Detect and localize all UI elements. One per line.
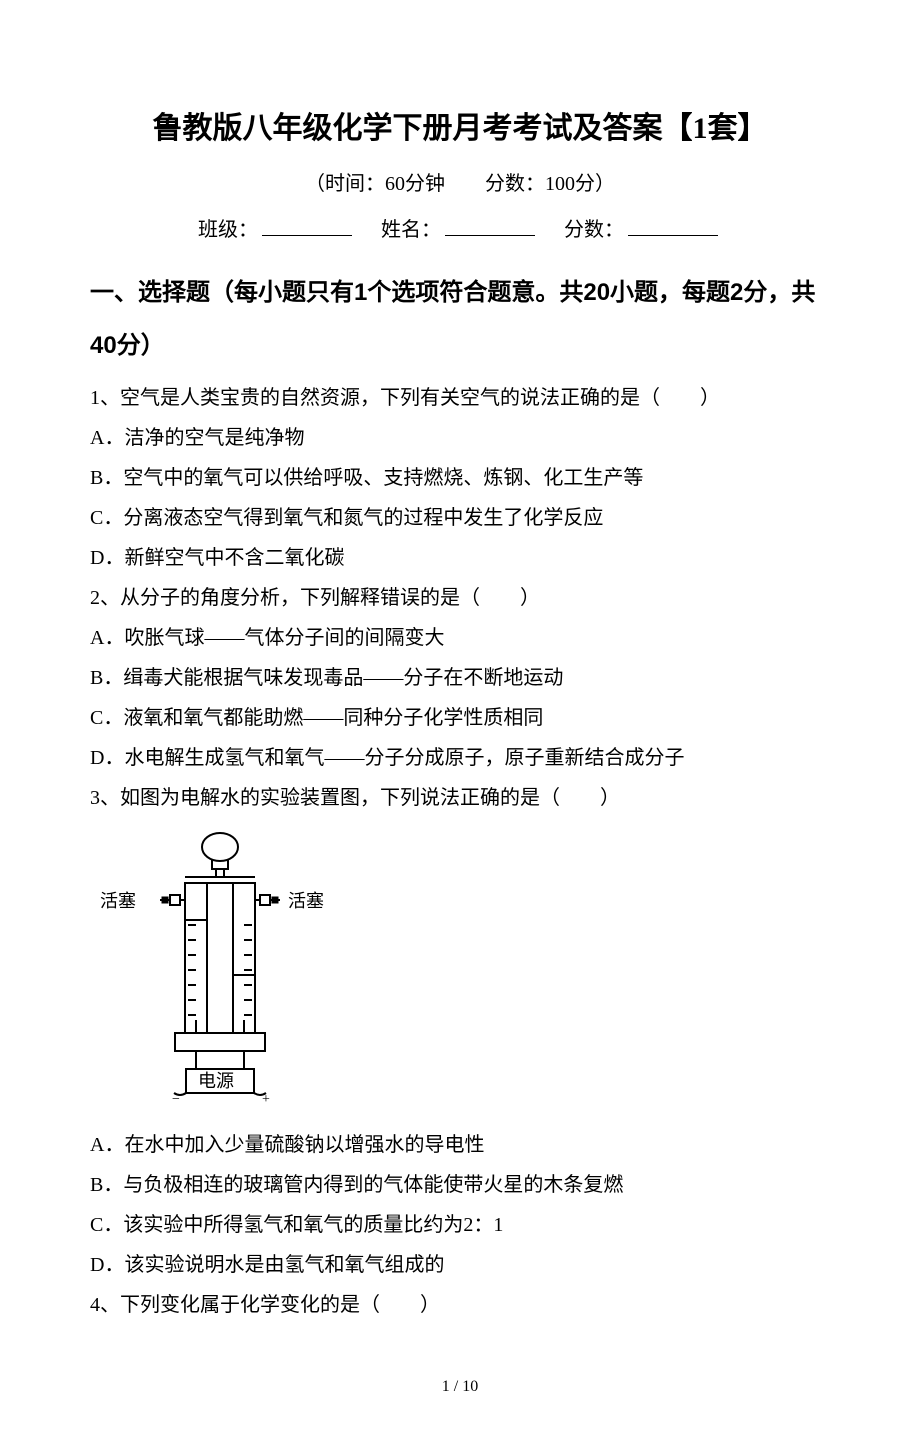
q3-figure: 活塞 活塞 bbox=[90, 825, 830, 1118]
name-blank bbox=[445, 215, 535, 236]
q2-stem: 2、从分子的角度分析，下列解释错误的是（ ） bbox=[90, 579, 830, 617]
left-stopcock: 活塞 bbox=[100, 891, 185, 911]
right-stopcock: 活塞 bbox=[255, 891, 324, 911]
label-power: 电源 bbox=[198, 1071, 234, 1091]
q1-option-c: C．分离液态空气得到氧气和氮气的过程中发生了化学反应 bbox=[90, 499, 830, 537]
q3-option-c: C．该实验中所得氢气和氧气的质量比约为2：1 bbox=[90, 1206, 830, 1244]
q3-stem: 3、如图为电解水的实验装置图，下列说法正确的是（ ） bbox=[90, 779, 830, 817]
name-label: 姓名： bbox=[381, 219, 441, 241]
minus-sign: − bbox=[172, 1092, 180, 1105]
score-blank bbox=[628, 215, 718, 236]
label-right-stopper: 活塞 bbox=[288, 891, 324, 911]
q2-option-d: D．水电解生成氢气和氧气——分子分成原子，原子重新结合成分子 bbox=[90, 739, 830, 777]
plus-sign: + bbox=[262, 1092, 270, 1105]
q1-option-d: D．新鲜空气中不含二氧化碳 bbox=[90, 539, 830, 577]
electrolysis-diagram: 活塞 活塞 bbox=[90, 825, 350, 1105]
q1-stem: 1、空气是人类宝贵的自然资源，下列有关空气的说法正确的是（ ） bbox=[90, 379, 830, 417]
subtitle: （时间：60分钟 分数：100分） bbox=[90, 165, 830, 203]
q1-option-b: B．空气中的氧气可以供给呼吸、支持燃烧、炼钢、化工生产等 bbox=[90, 459, 830, 497]
q3-option-a: A．在水中加入少量硫酸钠以增强水的导电性 bbox=[90, 1126, 830, 1164]
q2-option-c: C．液氧和氧气都能助燃——同种分子化学性质相同 bbox=[90, 699, 830, 737]
q3-option-b: B．与负极相连的玻璃管内得到的气体能使带火星的木条复燃 bbox=[90, 1166, 830, 1204]
q2-option-b: B．缉毒犬能根据气味发现毒品——分子在不断地运动 bbox=[90, 659, 830, 697]
section-1-heading: 一、选择题（每小题只有1个选项符合题意。共20小题，每题2分，共40分） bbox=[90, 267, 830, 373]
right-tube bbox=[233, 883, 255, 1033]
label-left-stopper: 活塞 bbox=[100, 891, 136, 911]
page-title: 鲁教版八年级化学下册月考考试及答案【1套】 bbox=[90, 100, 830, 157]
q2-option-a: A．吹胀气球——气体分子间的间隔变大 bbox=[90, 619, 830, 657]
left-tube bbox=[185, 883, 207, 1033]
q1-option-a: A．洁净的空气是纯净物 bbox=[90, 419, 830, 457]
class-label: 班级： bbox=[198, 219, 258, 241]
q4-stem: 4、下列变化属于化学变化的是（ ） bbox=[90, 1286, 830, 1324]
q3-option-d: D．该实验说明水是由氢气和氧气组成的 bbox=[90, 1246, 830, 1284]
fill-row: 班级： 姓名： 分数： bbox=[90, 211, 830, 249]
page-number: 1 / 10 bbox=[90, 1372, 830, 1402]
score-label: 分数： bbox=[564, 219, 624, 241]
class-blank bbox=[262, 215, 352, 236]
